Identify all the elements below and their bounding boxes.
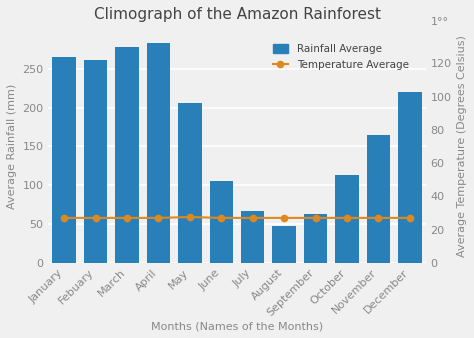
Bar xyxy=(366,135,390,263)
Bar xyxy=(273,226,296,263)
Title: Climograph of the Amazon Rainforest: Climograph of the Amazon Rainforest xyxy=(93,7,381,22)
Y-axis label: Average Temperature (Degrees Celsius): Average Temperature (Degrees Celsius) xyxy=(457,35,467,257)
Bar xyxy=(398,92,421,263)
Bar xyxy=(210,181,233,263)
Bar xyxy=(178,103,201,263)
Bar xyxy=(304,214,328,263)
Bar xyxy=(241,211,264,263)
Bar xyxy=(146,43,170,263)
Bar xyxy=(84,60,108,263)
Text: 1°°: 1°° xyxy=(431,17,449,27)
Bar xyxy=(53,57,76,263)
Bar xyxy=(335,175,359,263)
Y-axis label: Average Rainfall (mm): Average Rainfall (mm) xyxy=(7,84,17,209)
X-axis label: Months (Names of the Months): Months (Names of the Months) xyxy=(151,321,323,331)
Bar xyxy=(115,47,139,263)
Legend: Rainfall Average, Temperature Average: Rainfall Average, Temperature Average xyxy=(268,40,413,74)
